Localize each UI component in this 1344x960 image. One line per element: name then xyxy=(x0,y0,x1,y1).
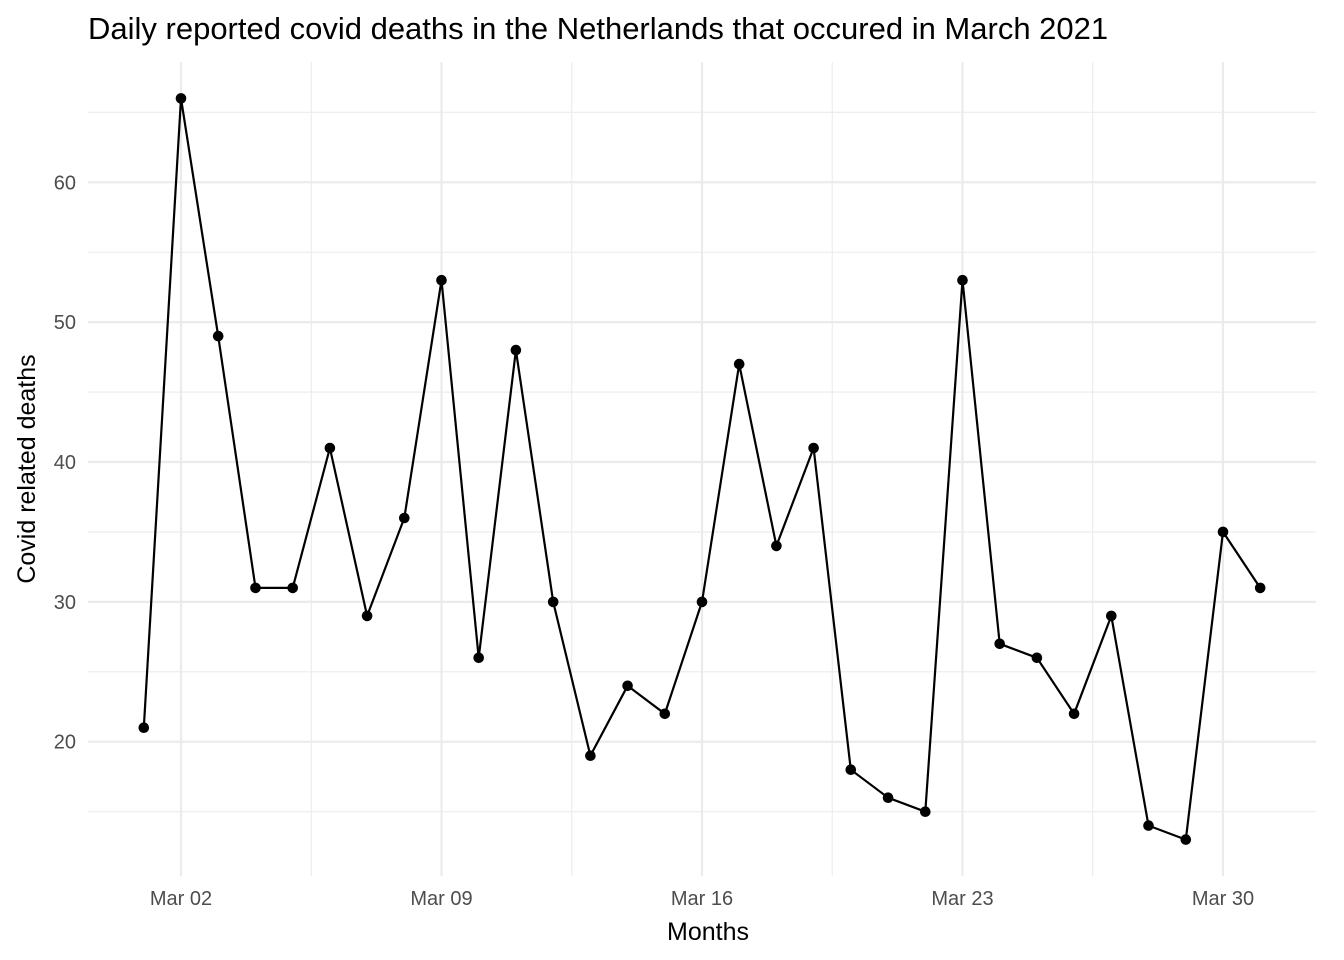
y-tick-label: 60 xyxy=(54,172,76,194)
data-point xyxy=(845,764,857,775)
data-point xyxy=(1031,652,1043,664)
data-point xyxy=(287,582,299,594)
y-tick-label: 30 xyxy=(54,592,76,614)
x-tick-label: Mar 16 xyxy=(671,888,733,910)
data-point xyxy=(957,274,968,286)
data-point xyxy=(1106,610,1117,622)
data-point xyxy=(547,596,559,608)
data-point xyxy=(324,442,336,454)
data-point xyxy=(1143,820,1154,831)
data-point xyxy=(771,540,782,552)
data-point xyxy=(696,596,708,608)
grid xyxy=(88,62,1316,876)
data-point xyxy=(1217,526,1229,538)
data-point xyxy=(399,512,410,524)
data-point xyxy=(882,792,894,803)
x-tick-label: Mar 09 xyxy=(410,888,472,910)
y-tick-label: 20 xyxy=(54,732,76,754)
data-point xyxy=(920,806,931,817)
x-tick-label: Mar 30 xyxy=(1192,888,1254,910)
x-axis-ticks: Mar 02 Mar 09 Mar 16 Mar 23 Mar 30 xyxy=(150,888,1254,910)
data-point xyxy=(994,638,1005,650)
data-point xyxy=(1254,582,1266,594)
data-point xyxy=(1068,708,1080,720)
data-point xyxy=(510,344,522,356)
data-point xyxy=(212,330,224,342)
data-point xyxy=(585,750,596,761)
data-point xyxy=(473,652,485,664)
chart-title: Daily reported covid deaths in the Nethe… xyxy=(88,11,1108,46)
series-deaths xyxy=(138,93,1266,845)
data-point xyxy=(361,610,373,622)
x-axis-title: Months xyxy=(667,918,749,946)
data-point xyxy=(138,722,150,733)
data-point xyxy=(808,442,819,454)
data-point xyxy=(436,274,447,286)
x-tick-label: Mar 23 xyxy=(931,888,993,910)
data-point xyxy=(250,582,261,594)
y-axis-title: Covid related deaths xyxy=(13,354,41,583)
y-tick-label: 40 xyxy=(54,452,76,474)
y-axis-ticks: 20 30 40 50 60 xyxy=(54,172,76,753)
data-point xyxy=(622,680,633,692)
data-point xyxy=(1180,834,1192,845)
data-point xyxy=(175,93,187,104)
data-point xyxy=(659,708,671,720)
x-tick-label: Mar 02 xyxy=(150,888,212,910)
y-tick-label: 50 xyxy=(54,312,76,334)
data-point xyxy=(733,358,745,370)
